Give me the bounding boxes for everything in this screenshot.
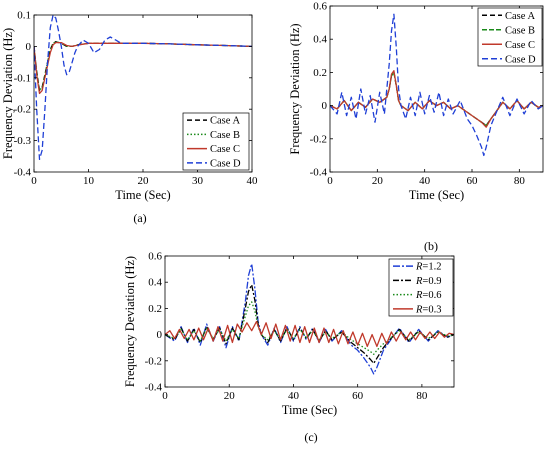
legend-label: R=1.2 <box>415 262 441 273</box>
legend-label: Case B <box>210 130 240 141</box>
axes-frame <box>164 255 455 388</box>
x-tick-label: 40 <box>288 390 300 402</box>
x-tick-label: 10 <box>83 175 95 187</box>
y-tick-label: 0.2 <box>148 303 162 315</box>
series-line-case-a <box>330 71 543 127</box>
x-axis-label: Time (Sec) <box>282 403 337 417</box>
legend-label: Case C <box>210 144 240 155</box>
panel-label: (a) <box>133 211 146 225</box>
y-tick-label: 0.6 <box>148 251 162 263</box>
x-tick-label: 0 <box>162 390 168 402</box>
legend-box <box>477 7 543 67</box>
y-tick-label: 0.6 <box>313 1 327 13</box>
panel-label: (b) <box>424 239 438 253</box>
y-tick-label: 0.1 <box>17 10 31 22</box>
y-tick-label: -0.4 <box>145 382 163 394</box>
y-axis-label: Frequency Deviation (Hz) <box>123 256 137 387</box>
legend-label: R=0.9 <box>415 276 441 287</box>
axes-frame <box>329 5 544 173</box>
legend-label: Case D <box>210 158 241 169</box>
legend-label: Case A <box>505 11 535 22</box>
x-tick-label: 20 <box>224 390 236 402</box>
x-tick-label: 30 <box>192 175 204 187</box>
y-tick-label: 0 <box>322 100 328 112</box>
y-tick-label: 0.4 <box>148 277 162 289</box>
legend-label: Case B <box>505 25 535 36</box>
series-line-case-d <box>34 15 252 161</box>
series-line-case-c <box>330 70 543 128</box>
x-axis-label: Time (Sec) <box>115 188 170 202</box>
series-line-case-b <box>34 41 252 92</box>
y-tick-label: -0.2 <box>145 355 162 367</box>
legend-label: R=0.3 <box>415 304 441 315</box>
y-tick-label: 0.2 <box>313 67 327 79</box>
y-tick-label: 0 <box>26 41 32 53</box>
x-tick-label: 0 <box>327 175 333 187</box>
x-tick-label: 60 <box>352 390 364 402</box>
series-line-case-c <box>34 41 252 95</box>
x-tick-label: 20 <box>372 175 384 187</box>
y-axis-label: Frequency Deviation (Hz) <box>288 23 302 154</box>
y-tick-label: 0.4 <box>313 34 327 46</box>
x-axis-label: Time (Sec) <box>409 188 464 202</box>
x-tick-label: 40 <box>247 175 259 187</box>
y-tick-label: 0 <box>157 329 163 341</box>
series-line-r-0-3 <box>165 320 454 348</box>
series-line-case-a <box>34 41 252 92</box>
chart-panel-0: 0 10 20 30 40 -0.4 -0.3 -0.2 -0.1 0 0.1 Time (Sec) F… <box>1 10 258 226</box>
y-tick-label: -0.1 <box>14 72 31 84</box>
x-tick-label: 80 <box>514 175 526 187</box>
x-tick-label: 80 <box>416 390 428 402</box>
x-tick-label: 40 <box>419 175 431 187</box>
chart-panel-1: 0 20 40 60 80 -0.4 -0.2 0 0.2 0.4 0.6 Time (Sec) Fre… <box>288 1 544 253</box>
x-tick-label: 60 <box>467 175 479 187</box>
legend-label: Case C <box>505 40 535 51</box>
series-line-case-b <box>330 71 543 127</box>
legend-label: R=0.6 <box>415 290 441 301</box>
legend-box <box>182 112 250 171</box>
y-tick-label: -0.4 <box>14 167 32 179</box>
y-tick-label: -0.4 <box>310 167 328 179</box>
x-tick-label: 20 <box>138 175 150 187</box>
y-axis-label: Frequency Deviation (Hz) <box>1 28 15 159</box>
legend-label: Case D <box>505 54 536 65</box>
x-tick-label: 0 <box>31 175 37 187</box>
y-tick-label: -0.2 <box>310 133 327 145</box>
panel-label: (c) <box>304 430 317 444</box>
series-line-r-0-9 <box>165 284 454 365</box>
y-tick-label: -0.3 <box>14 135 32 147</box>
chart-panel-2: 0 20 40 60 80 -0.4 -0.2 0 0.2 0.4 0.6 Time (Sec) Fre… <box>123 251 455 444</box>
legend-label: Case A <box>210 116 240 127</box>
legend-box <box>388 258 454 317</box>
y-tick-label: -0.2 <box>14 104 31 116</box>
series-line-case-d <box>330 13 543 157</box>
